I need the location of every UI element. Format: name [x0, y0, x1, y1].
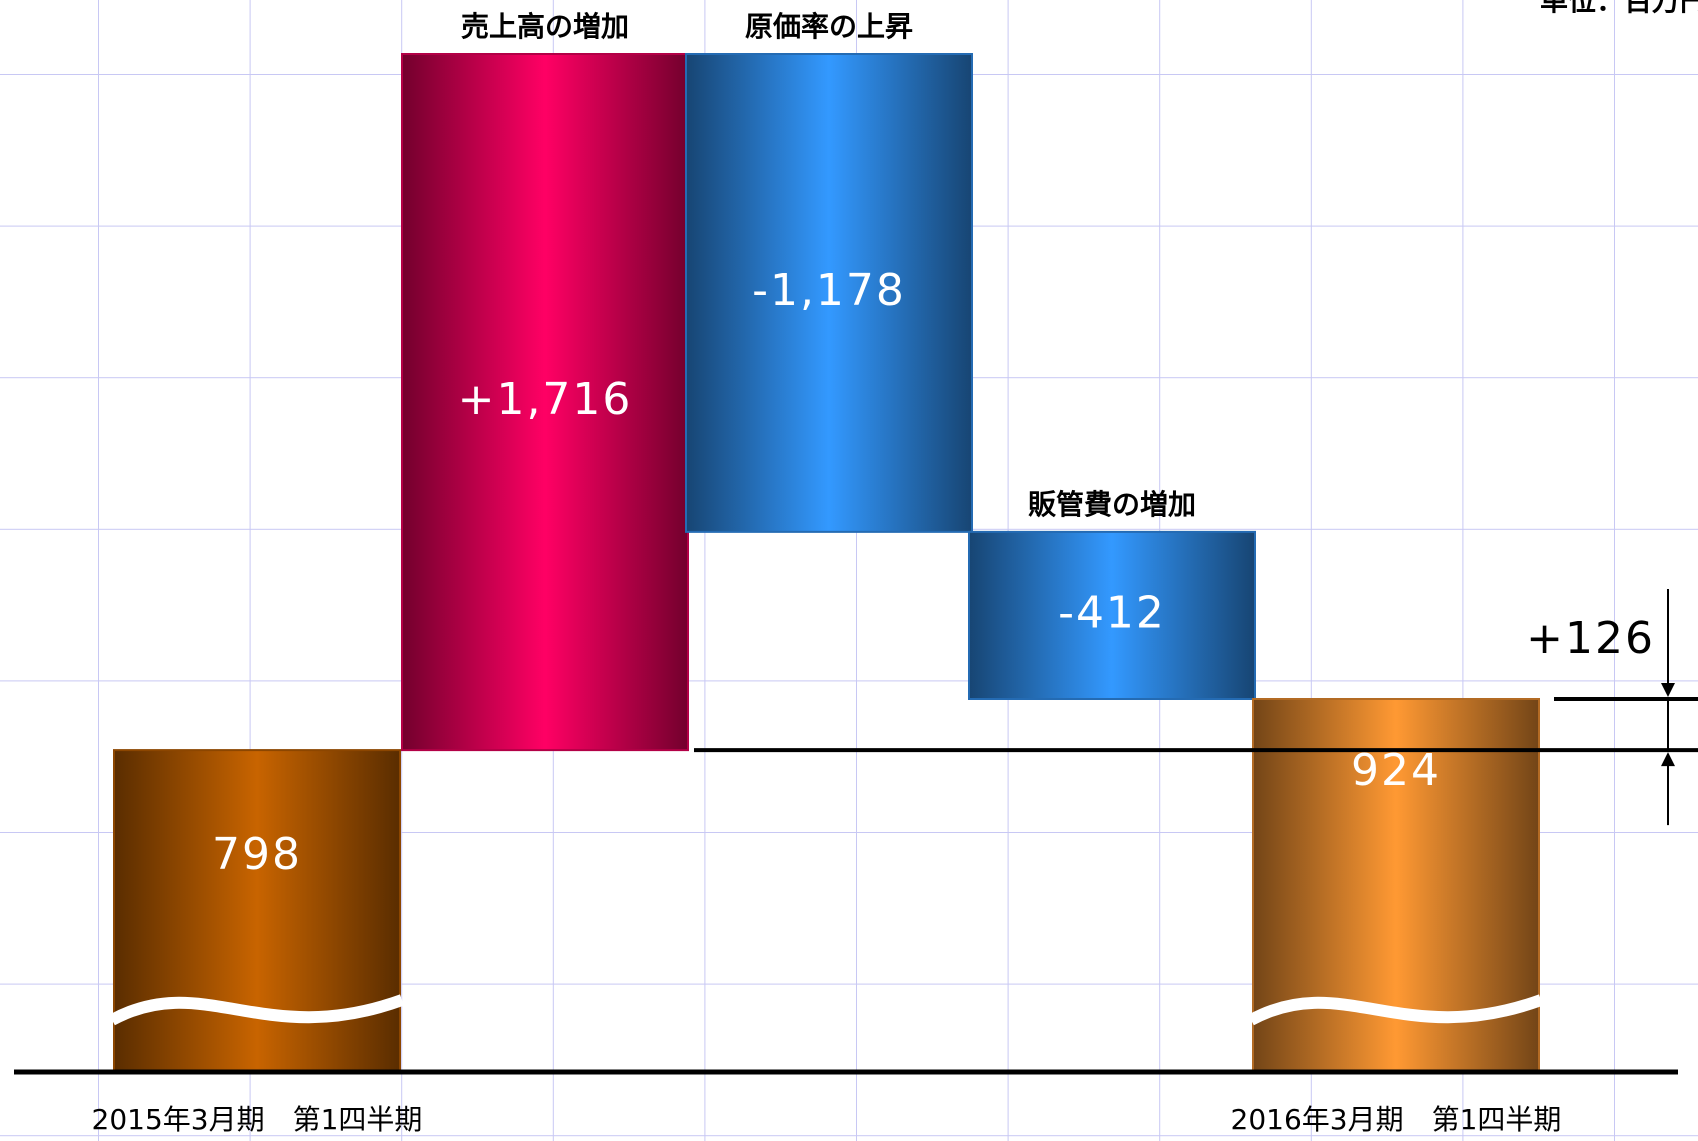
arrow-head — [1661, 752, 1675, 767]
bar — [113, 749, 401, 1073]
bar — [685, 53, 973, 533]
value-label: 924 — [1351, 745, 1441, 796]
bar — [401, 53, 689, 752]
axis-break — [109, 994, 405, 1026]
axis-break — [1248, 994, 1544, 1026]
value-label: -412 — [1058, 587, 1166, 638]
arrow-head — [1661, 683, 1675, 697]
category-label: 原価率の上昇 — [745, 10, 913, 43]
category-label: 2016年3月期 第1四半期 — [1231, 1103, 1562, 1136]
category-label: 2015年3月期 第1四半期 — [92, 1103, 423, 1136]
category-label: 販管費の増加 — [1028, 488, 1196, 521]
value-label: -1,178 — [752, 265, 906, 316]
category-label: 売上高の増加 — [461, 10, 629, 43]
bar — [968, 530, 1256, 700]
difference-label: +126 — [1526, 613, 1655, 664]
unit-note: 単位：百万円 — [1540, 0, 1698, 17]
value-label: 798 — [212, 829, 302, 880]
value-label: +1,716 — [458, 374, 633, 425]
